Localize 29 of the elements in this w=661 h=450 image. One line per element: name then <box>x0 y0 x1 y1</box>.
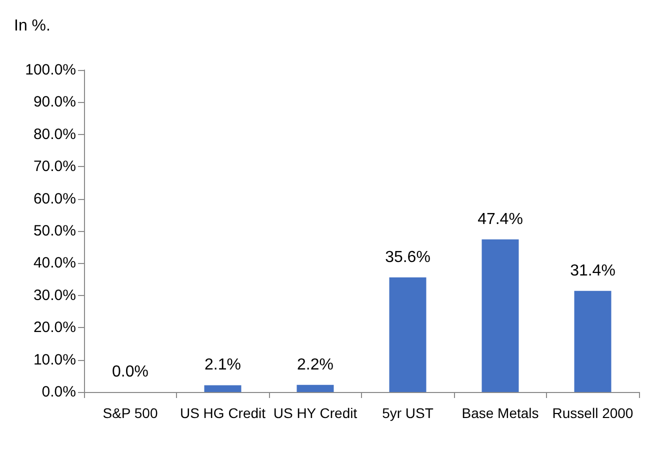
data-label: 47.4% <box>478 210 523 228</box>
x-tick-label: US HG Credit <box>180 405 266 421</box>
x-tick-label: 5yr UST <box>382 405 434 421</box>
y-tick-label: 40.0% <box>33 254 76 272</box>
bar <box>296 384 334 392</box>
y-tick-label: 80.0% <box>33 126 76 143</box>
data-label: 2.2% <box>297 356 334 374</box>
y-tick-label: 100.0% <box>25 62 76 78</box>
data-label: 31.4% <box>570 262 616 280</box>
y-axis-title: In %. <box>14 18 50 34</box>
bar <box>574 290 612 392</box>
data-label: 35.6% <box>385 248 430 266</box>
y-tick-label: 0.0% <box>42 384 76 400</box>
y-tick-label: 60.0% <box>33 190 76 208</box>
y-tick-label: 10.0% <box>33 351 76 368</box>
bar <box>204 385 242 392</box>
y-tick-label: 70.0% <box>33 158 76 176</box>
data-label: 0.0% <box>112 364 148 380</box>
x-tick-label: S&P 500 <box>102 405 158 421</box>
bar <box>389 277 426 392</box>
x-tick-label: Russell 2000 <box>552 405 634 421</box>
y-tick-label: 90.0% <box>33 94 76 111</box>
x-tick-label: US HY Credit <box>273 405 358 421</box>
y-tick-label: 20.0% <box>33 319 76 336</box>
y-tick-label: 50.0% <box>33 222 76 240</box>
bar <box>482 239 519 392</box>
x-tick-label: Base Metals <box>462 405 539 421</box>
y-tick-label: 30.0% <box>33 286 76 304</box>
data-label: 2.1% <box>204 356 241 374</box>
